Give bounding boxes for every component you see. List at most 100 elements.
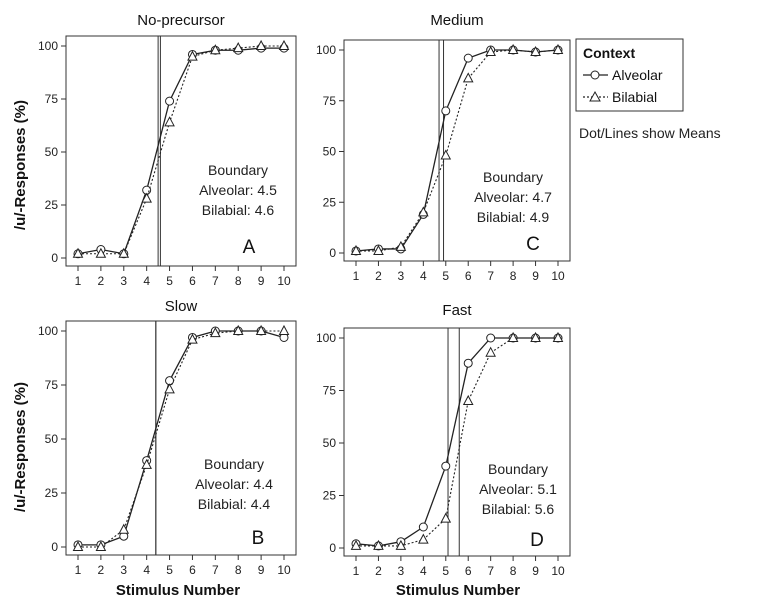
x-tick-label: 10: [277, 274, 291, 288]
plot-frame: [343, 39, 571, 262]
data-point-bilabial: [507, 331, 519, 342]
y-tick-label: 25: [45, 486, 59, 500]
series-line-bilabial: [356, 49, 559, 252]
x-tick-label: 8: [510, 564, 517, 578]
x-tick-label: 9: [532, 269, 539, 283]
data-point-bilabial: [350, 244, 362, 255]
x-tick-label: 9: [532, 564, 539, 578]
x-axis-label-left: Stimulus Number: [116, 582, 240, 599]
x-tick-label: 10: [551, 269, 565, 283]
y-tick-label: 75: [45, 378, 59, 392]
x-tick-label: 7: [487, 564, 494, 578]
data-point-bilabial: [530, 331, 541, 342]
series-line-alveolar: [78, 330, 285, 546]
x-tick-label: 5: [166, 274, 173, 288]
series-line-bilabial: [356, 337, 558, 547]
panel-a: No-precursor 0 25 50 75 100 1 2 3 4 5 6 7 8 9 10 Boundar…: [38, 12, 297, 288]
data-point-alveolar: [486, 333, 496, 343]
boundary-value: Bilabial: 5.6: [482, 501, 555, 517]
series-line-bilabial: [78, 330, 284, 548]
x-tick-label: 7: [212, 274, 219, 288]
legend-bilabial-label: Bilabial: [612, 89, 657, 105]
y-axis-label-top: /u/-Responses (%): [12, 100, 29, 230]
x-tick-label: 10: [551, 564, 565, 578]
x-tick-label: 5: [442, 564, 449, 578]
legend-alveolar-label: Alveolar: [612, 67, 663, 83]
x-tick-label: 1: [75, 274, 82, 288]
y-tick-label: 50: [45, 145, 59, 159]
data-point-bilabial: [440, 149, 452, 160]
data-point-bilabial: [440, 512, 452, 523]
panel-title: Medium: [430, 12, 483, 29]
series-line-bilabial: [78, 45, 284, 255]
legend: Context Alveolar Bilabial: [575, 38, 684, 112]
data-point-bilabial: [255, 324, 267, 335]
x-tick-label: 4: [420, 564, 427, 578]
panel-title: Fast: [442, 302, 472, 319]
data-point-bilabial: [373, 244, 384, 255]
legend-note: Dot/Lines show Means: [579, 125, 721, 141]
data-point-bilabial: [95, 540, 107, 551]
legend-alveolar-marker: [590, 70, 600, 80]
data-point-bilabial: [418, 206, 429, 217]
boundary-value: Alveolar: 4.5: [199, 182, 277, 198]
data-point-bilabial: [118, 247, 130, 258]
data-point-bilabial: [232, 324, 244, 335]
y-tick-label: 100: [316, 331, 336, 345]
boundary-heading: Boundary: [204, 456, 264, 472]
boundary-heading: Boundary: [208, 162, 268, 178]
data-point-bilabial: [485, 346, 496, 357]
y-tick-label: 75: [323, 94, 337, 108]
x-tick-label: 9: [258, 274, 265, 288]
x-tick-label: 1: [353, 269, 360, 283]
panel-title: Slow: [165, 298, 198, 315]
x-axis-label-right: Stimulus Number: [396, 582, 520, 599]
plot-frame: [343, 327, 571, 557]
y-tick-label: 100: [38, 39, 58, 53]
x-tick-label: 2: [375, 564, 382, 578]
data-point-bilabial: [141, 458, 152, 469]
x-tick-label: 1: [353, 564, 360, 578]
y-tick-label: 0: [329, 541, 336, 555]
boundary-value: Bilabial: 4.4: [198, 496, 271, 512]
data-point-bilabial: [118, 523, 130, 534]
x-tick-label: 6: [189, 274, 196, 288]
x-tick-label: 9: [258, 563, 265, 577]
x-tick-label: 3: [120, 274, 127, 288]
panel-d: Fast 0 25 50 75 100 1 2 3 4 5 6 7 8 9 10 Boundary Alveola…: [316, 302, 571, 578]
data-point-bilabial: [418, 533, 429, 544]
x-tick-label: 7: [487, 269, 494, 283]
x-tick-label: 1: [75, 563, 82, 577]
x-tick-label: 6: [465, 564, 472, 578]
data-point-bilabial: [395, 240, 407, 251]
x-tick-label: 5: [166, 563, 173, 577]
x-tick-label: 3: [120, 563, 127, 577]
data-point-bilabial: [210, 44, 221, 55]
panel-title: No-precursor: [137, 12, 225, 29]
x-tick-label: 4: [420, 269, 427, 283]
data-point-bilabial: [72, 247, 84, 258]
y-axis-label-bottom: /u/-Responses (%): [12, 382, 29, 512]
data-point-bilabial: [164, 116, 175, 127]
data-point-bilabial: [95, 247, 107, 258]
plot-frame: [65, 320, 297, 556]
y-tick-label: 50: [45, 432, 59, 446]
data-point-bilabial: [278, 324, 290, 335]
panel-letter: D: [530, 530, 544, 551]
x-tick-label: 2: [375, 269, 382, 283]
boundary-heading: Boundary: [488, 461, 548, 477]
y-tick-label: 75: [323, 384, 337, 398]
boundary-value: Alveolar: 4.7: [474, 189, 552, 205]
x-tick-label: 10: [277, 563, 291, 577]
x-tick-label: 8: [235, 563, 242, 577]
data-point-bilabial: [232, 42, 244, 53]
x-tick-label: 7: [212, 563, 219, 577]
y-tick-label: 25: [323, 489, 337, 503]
x-tick-label: 6: [189, 563, 196, 577]
x-tick-label: 4: [143, 274, 150, 288]
y-tick-label: 100: [38, 324, 58, 338]
y-tick-label: 50: [323, 436, 337, 450]
data-point-bilabial: [552, 331, 564, 342]
panel-b: Slow 0 25 50 75 100 1 2 3 4 5 6 7 8 9 10 Boundary Alveola…: [38, 298, 297, 577]
